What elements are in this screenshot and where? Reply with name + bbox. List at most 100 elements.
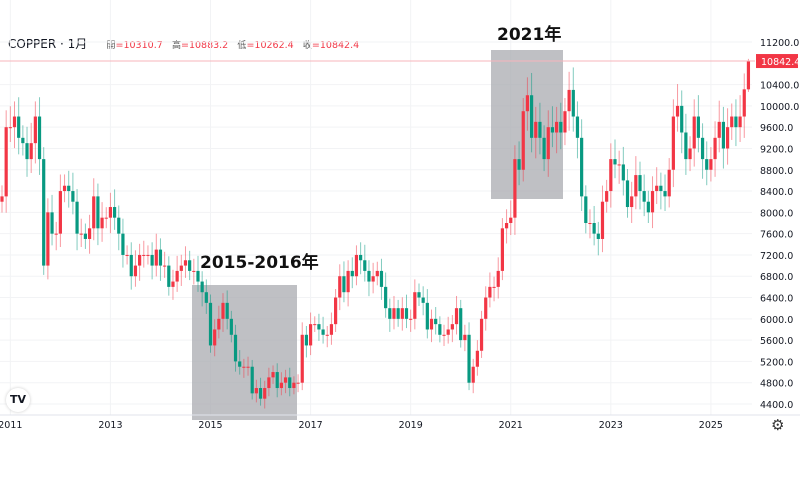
candle (104, 207, 108, 229)
candle-body (688, 148, 692, 160)
candle-body (359, 254, 363, 261)
candle-body (267, 377, 271, 389)
candle (705, 141, 709, 186)
candle (71, 172, 75, 215)
x-tick-label: 2025 (699, 420, 723, 431)
y-tick-label: 6800.0 (760, 272, 793, 283)
candle (42, 147, 46, 275)
candle-body (638, 175, 642, 192)
candle-body (721, 121, 726, 149)
candle (438, 316, 442, 343)
candle (571, 67, 575, 132)
candle-body (213, 329, 217, 346)
candle-body (250, 366, 254, 394)
candle-body (621, 164, 625, 181)
candle-body (442, 334, 446, 336)
x-tick-label: 2019 (399, 420, 423, 431)
candle-body (283, 377, 288, 383)
candle-body (112, 207, 117, 218)
candle (146, 245, 150, 265)
candle (663, 174, 667, 211)
candle-body (459, 308, 463, 341)
candle-body (538, 121, 542, 138)
candle (738, 95, 742, 142)
candle (350, 257, 354, 289)
candle (288, 367, 292, 397)
candle-body (367, 270, 371, 282)
tradingview-logo[interactable]: TV (6, 388, 30, 412)
candle (492, 276, 496, 302)
candle (213, 319, 217, 357)
candle (188, 250, 192, 281)
candle-body (409, 318, 413, 320)
candle (359, 242, 363, 275)
candle (592, 205, 596, 246)
candle (613, 139, 617, 179)
candle-body (75, 201, 79, 234)
candle (713, 121, 717, 177)
candle (429, 309, 434, 343)
candle (346, 260, 350, 307)
candle-body (67, 185, 71, 192)
candle-body (630, 196, 634, 208)
candle-body (388, 308, 392, 319)
candle-body (263, 388, 267, 399)
candle-body (79, 233, 83, 235)
candle-body (392, 308, 396, 319)
candle (229, 310, 233, 343)
candle (542, 125, 546, 172)
candle (717, 100, 721, 153)
candle-body (229, 318, 233, 335)
candle (8, 106, 12, 142)
y-tick-label: 4400.0 (760, 400, 793, 411)
candle (21, 125, 25, 156)
chart-header: COPPER · 1月 開=10310.7 高=10883.2 低=10262.… (8, 37, 360, 51)
candle (538, 102, 542, 155)
candle (680, 90, 684, 154)
candle (100, 202, 104, 242)
candle-body (567, 89, 571, 112)
candle (292, 376, 296, 395)
y-tick-label: 9600.0 (760, 123, 793, 134)
candle-body (584, 196, 588, 223)
candle-body (413, 292, 417, 319)
candle-body (154, 249, 158, 266)
candle-body (58, 191, 62, 234)
candle (442, 324, 446, 347)
candle (684, 113, 688, 175)
y-tick-label: 4800.0 (760, 379, 793, 390)
candle-body (605, 191, 609, 202)
candle (179, 254, 183, 286)
candle (617, 150, 621, 184)
candle (417, 283, 421, 307)
close-label: 收 (302, 41, 312, 51)
candle (313, 316, 317, 332)
y-tick-label: 7200.0 (760, 251, 793, 262)
candle-body (350, 270, 354, 277)
candle-body (50, 212, 54, 234)
candle (546, 110, 550, 177)
candle-body (183, 260, 188, 266)
settings-gear-icon[interactable]: ⚙ (771, 416, 785, 434)
candle-body (54, 233, 58, 235)
candle-body (225, 302, 229, 319)
candle-body (467, 334, 471, 383)
candle (446, 316, 450, 344)
candle (509, 200, 513, 236)
candle (567, 71, 571, 131)
candle-body (596, 233, 600, 239)
candle-body (454, 308, 459, 325)
candle-body (746, 61, 751, 90)
candle (250, 359, 254, 400)
candle (409, 309, 413, 332)
x-tick-label: 2011 (0, 420, 22, 431)
candle-body (730, 116, 734, 128)
candle (79, 218, 83, 247)
symbol-title[interactable]: COPPER · 1月 (8, 37, 88, 51)
candle (4, 110, 8, 213)
candle-body (484, 297, 488, 319)
candle (605, 179, 609, 213)
candle (175, 255, 179, 292)
candle (404, 294, 409, 329)
